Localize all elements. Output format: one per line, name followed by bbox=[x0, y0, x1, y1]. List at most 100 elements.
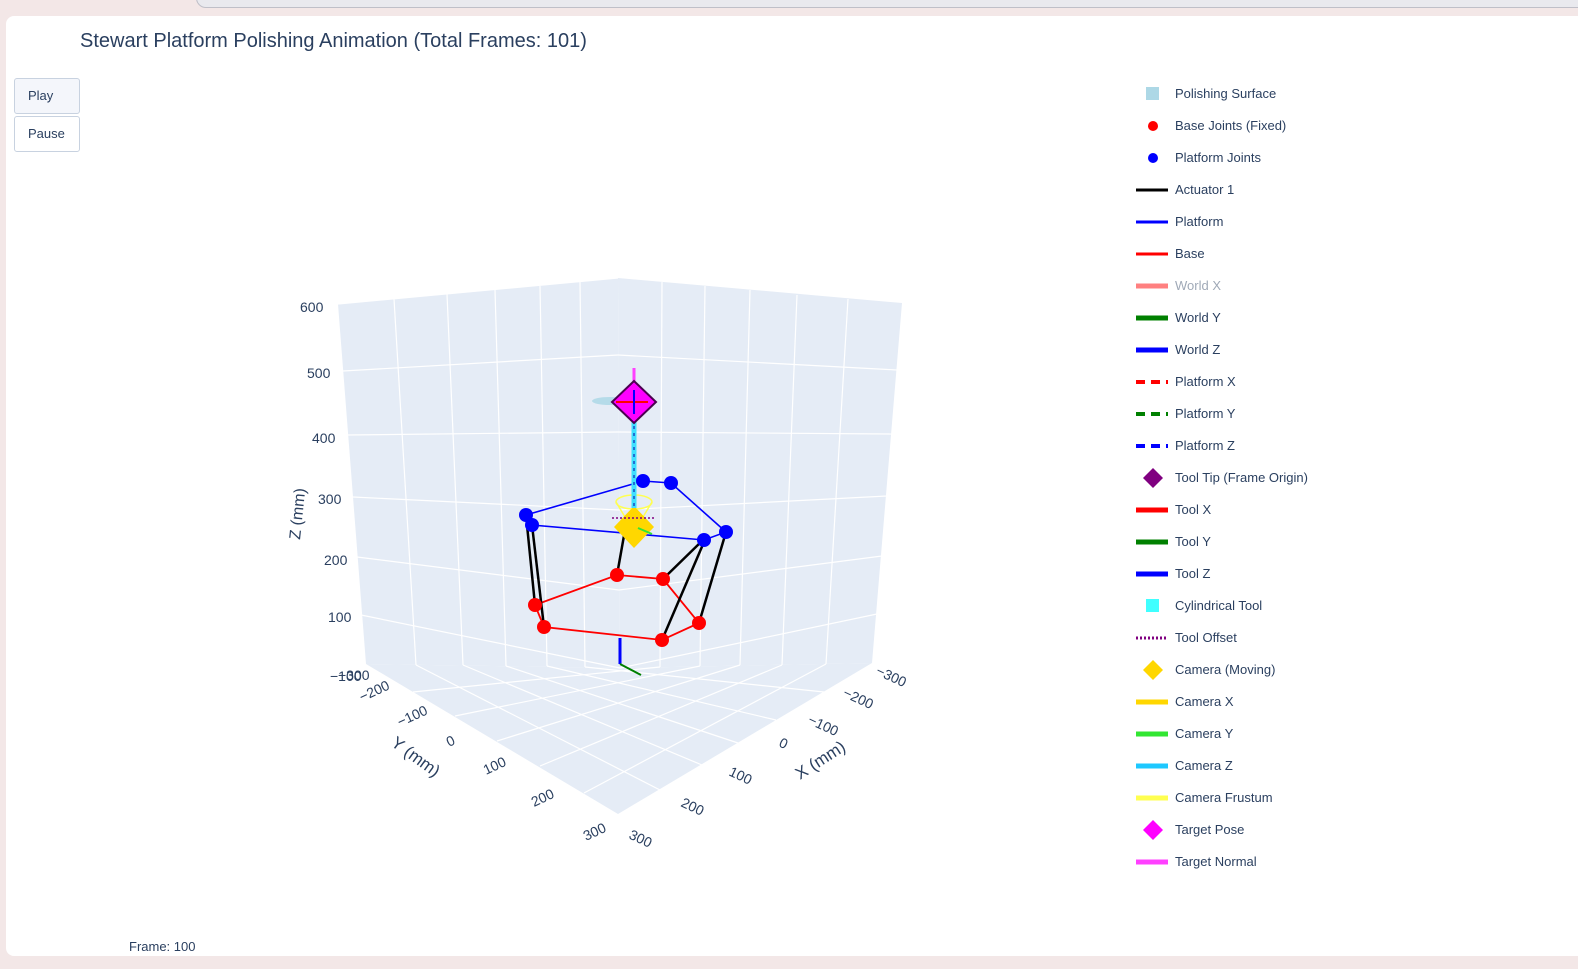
legend-item[interactable]: Tool X bbox=[1134, 494, 1434, 526]
y-tick: 200 bbox=[529, 785, 557, 809]
y-tick: −100 bbox=[395, 702, 431, 730]
legend-item[interactable]: Polishing Surface bbox=[1134, 78, 1434, 110]
legend-symbol-icon bbox=[1143, 820, 1163, 840]
base-joint bbox=[537, 620, 551, 634]
legend-item[interactable]: World Z bbox=[1134, 334, 1434, 366]
legend-symbol-icon bbox=[1136, 283, 1168, 289]
legend-label: Camera X bbox=[1175, 694, 1234, 709]
platform-joint bbox=[719, 525, 733, 539]
legend-symbol-icon bbox=[1136, 412, 1168, 416]
legend-symbol-icon bbox=[1136, 731, 1168, 737]
legend-item[interactable]: Platform X bbox=[1134, 366, 1434, 398]
floor-plane bbox=[366, 663, 872, 814]
y-axis-title: Y (mm) bbox=[388, 733, 444, 781]
z-tick: 100 bbox=[328, 609, 352, 625]
legend-item[interactable]: Camera X bbox=[1134, 686, 1434, 718]
legend-item[interactable]: Target Pose bbox=[1134, 814, 1434, 846]
legend-item[interactable]: Tool Offset bbox=[1134, 622, 1434, 654]
legend-label: Target Normal bbox=[1175, 854, 1257, 869]
actuator-3 bbox=[615, 529, 627, 576]
legend-item[interactable]: Camera Y bbox=[1134, 718, 1434, 750]
legend-symbol-icon bbox=[1136, 507, 1168, 513]
legend-item[interactable]: Camera Frustum bbox=[1134, 782, 1434, 814]
z-tick: 400 bbox=[312, 430, 336, 446]
x-tick: 300 bbox=[627, 826, 655, 850]
legend-label: Platform Y bbox=[1175, 406, 1236, 421]
x-tick: −300 bbox=[874, 662, 910, 690]
legend-item[interactable]: Cylindrical Tool bbox=[1134, 590, 1434, 622]
legend-symbol-icon bbox=[1136, 763, 1168, 769]
legend-label: Camera Frustum bbox=[1175, 790, 1273, 805]
legend-symbol-icon bbox=[1136, 347, 1168, 353]
legend-symbol-icon bbox=[1136, 252, 1168, 256]
legend-item[interactable]: Tool Tip (Frame Origin) bbox=[1134, 462, 1434, 494]
legend-label: Camera Y bbox=[1175, 726, 1234, 741]
frame-label: Frame: 100 bbox=[129, 939, 196, 954]
legend-symbol-icon bbox=[1146, 599, 1159, 612]
legend-symbol-icon bbox=[1143, 660, 1163, 680]
legend-symbol-icon bbox=[1136, 444, 1168, 448]
legend-label: Camera (Moving) bbox=[1175, 662, 1276, 677]
x-tick: −100 bbox=[806, 711, 842, 739]
legend-label: Camera Z bbox=[1175, 758, 1233, 773]
legend-label: Tool Y bbox=[1175, 534, 1211, 549]
legend-symbol-icon bbox=[1136, 636, 1168, 640]
x-tick: 0 bbox=[777, 734, 791, 752]
base-joint bbox=[610, 568, 624, 582]
y-tick: 300 bbox=[581, 819, 609, 843]
legend-symbol-icon bbox=[1136, 699, 1168, 705]
legend-label: Tool Offset bbox=[1175, 630, 1237, 645]
base-joint bbox=[528, 598, 542, 612]
base-joint bbox=[692, 616, 706, 630]
legend-item[interactable]: Tool Z bbox=[1134, 558, 1434, 590]
legend-label: Polishing Surface bbox=[1175, 86, 1277, 101]
base-joints bbox=[528, 568, 706, 647]
legend-label: Base Joints (Fixed) bbox=[1175, 118, 1287, 133]
legend-item[interactable]: Target Normal bbox=[1134, 846, 1434, 878]
legend-item[interactable]: Tool Y bbox=[1134, 526, 1434, 558]
legend-item[interactable]: Actuator 1 bbox=[1134, 174, 1434, 206]
legend-item[interactable]: World X bbox=[1134, 270, 1434, 302]
y-tick: −300 bbox=[338, 667, 370, 683]
back-wall-left bbox=[338, 278, 620, 668]
legend-item[interactable]: Platform Joints bbox=[1134, 142, 1434, 174]
legend-symbol-icon bbox=[1136, 220, 1168, 224]
legend-symbol-icon bbox=[1136, 315, 1168, 321]
z-axis-title: Z (mm) bbox=[287, 487, 309, 540]
legend-item[interactable]: World Y bbox=[1134, 302, 1434, 334]
actuator-4 bbox=[662, 539, 704, 580]
legend-label: Platform bbox=[1175, 214, 1224, 229]
z-tick: 600 bbox=[300, 299, 324, 315]
legend-item[interactable]: Base Joints (Fixed) bbox=[1134, 110, 1434, 142]
actuator-6 bbox=[660, 541, 706, 641]
legend: Polishing Surface Base Joints (Fixed) Plat… bbox=[1134, 78, 1434, 878]
grid-lines bbox=[337, 277, 898, 794]
z-tick: 500 bbox=[307, 365, 331, 381]
play-button[interactable]: Play bbox=[14, 78, 80, 114]
legend-symbol-icon bbox=[1136, 795, 1168, 801]
y-tick: 100 bbox=[481, 753, 509, 777]
legend-symbol-icon bbox=[1136, 188, 1168, 192]
legend-item[interactable]: Platform Y bbox=[1134, 398, 1434, 430]
world-y-axis bbox=[619, 663, 642, 676]
legend-label: Platform Z bbox=[1175, 438, 1235, 453]
legend-label: World Z bbox=[1175, 342, 1221, 357]
actuator-2 bbox=[530, 524, 546, 628]
legend-item[interactable]: Base bbox=[1134, 238, 1434, 270]
back-wall-right bbox=[618, 278, 902, 668]
legend-item[interactable]: Camera (Moving) bbox=[1134, 654, 1434, 686]
legend-label: Cylindrical Tool bbox=[1175, 598, 1263, 613]
legend-symbol-icon bbox=[1146, 87, 1159, 100]
x-tick: −200 bbox=[841, 684, 877, 712]
legend-symbol-icon bbox=[1148, 121, 1158, 131]
legend-symbol-icon bbox=[1136, 859, 1168, 865]
legend-label: Platform X bbox=[1175, 374, 1236, 389]
legend-item[interactable]: Camera Z bbox=[1134, 750, 1434, 782]
pause-button[interactable]: Pause bbox=[14, 116, 80, 152]
legend-label: Tool Tip (Frame Origin) bbox=[1175, 470, 1308, 485]
camera-marker bbox=[614, 506, 654, 548]
legend-item[interactable]: Platform bbox=[1134, 206, 1434, 238]
z-axis-ticks: 600 500 400 300 200 100 −100 bbox=[300, 299, 362, 684]
legend-item[interactable]: Platform Z bbox=[1134, 430, 1434, 462]
